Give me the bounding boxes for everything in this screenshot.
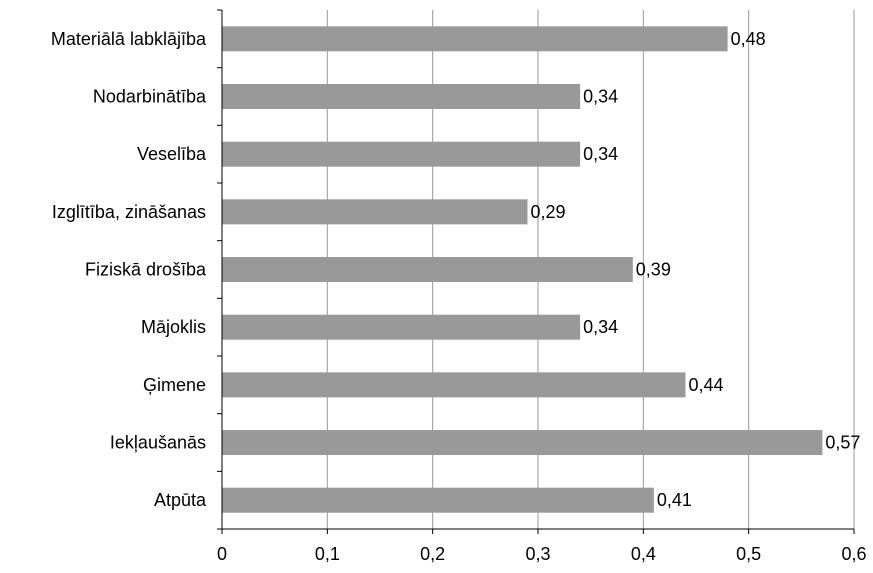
x-tick-label: 0 [217, 544, 227, 564]
x-tick-labels: 0 0,1 0,2 0,3 0,4 0,5 0,6 [217, 544, 867, 564]
category-label: Mājoklis [141, 317, 206, 337]
data-label: 0,57 [825, 433, 860, 453]
bars [222, 26, 823, 513]
bar [222, 372, 686, 398]
category-labels: Materiālā labklājība Nodarbinātība Veselīb… [51, 29, 207, 510]
category-label: Atpūta [154, 490, 207, 510]
x-tick-label: 0,4 [631, 544, 656, 564]
x-tick-label: 0,5 [736, 544, 761, 564]
data-label: 0,34 [583, 87, 618, 107]
data-label: 0,29 [530, 202, 565, 222]
bar [222, 487, 654, 513]
x-tick-label: 0,6 [841, 544, 866, 564]
category-label: Veselība [137, 144, 207, 164]
category-label: Nodarbinātība [93, 87, 207, 107]
data-label: 0,34 [583, 144, 618, 164]
bar [222, 199, 528, 225]
category-label: Ģimene [143, 375, 206, 395]
bar [222, 84, 581, 110]
bar [222, 314, 581, 340]
category-label: Materiālā labklājība [51, 29, 207, 49]
bar [222, 430, 823, 456]
data-label: 0,34 [583, 317, 618, 337]
category-label: Iekļaušanās [110, 433, 206, 453]
category-label: Izglītība, zināšanas [52, 202, 206, 222]
bar [222, 26, 728, 52]
bar [222, 141, 581, 167]
axes [217, 9, 855, 534]
bar [222, 257, 633, 283]
data-label: 0,41 [657, 490, 692, 510]
data-label: 0,39 [636, 260, 671, 280]
data-label: 0,44 [688, 375, 723, 395]
x-tick-label: 0,1 [315, 544, 340, 564]
data-labels: 0,48 0,34 0,34 0,29 0,39 0,34 0,44 0,57 0,41 [530, 29, 860, 510]
x-tick-label: 0,2 [420, 544, 445, 564]
data-label: 0,48 [731, 29, 766, 49]
x-tick-label: 0,3 [525, 544, 550, 564]
category-label: Fiziskā drošība [85, 260, 207, 280]
